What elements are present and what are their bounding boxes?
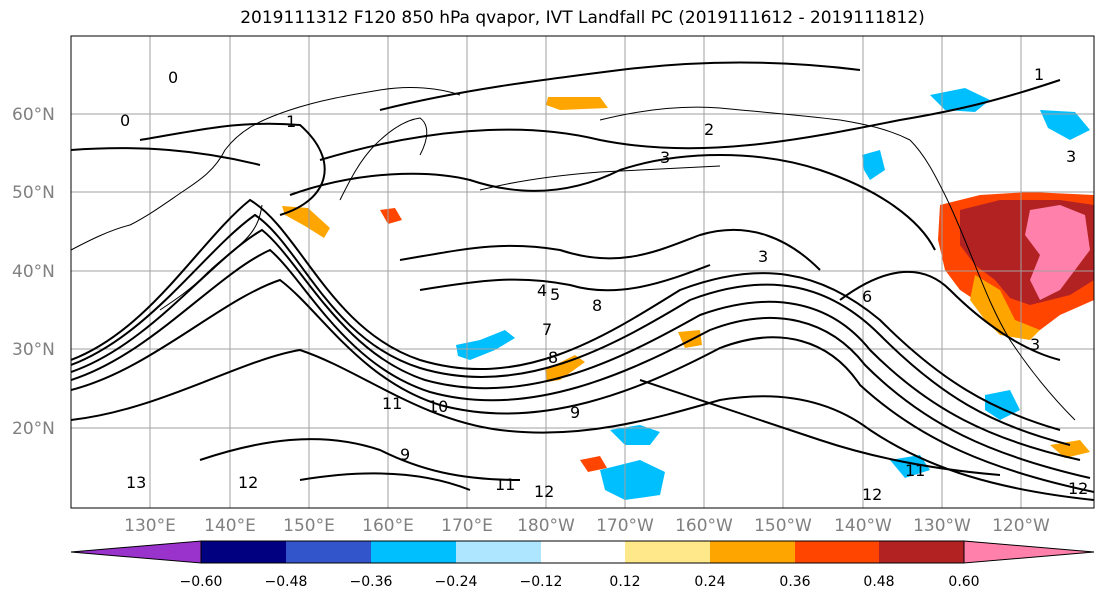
contour-label: 3 xyxy=(758,247,768,266)
colorbar-frame xyxy=(200,540,965,564)
anomaly-patch xyxy=(600,460,665,500)
lon-label: 140°E xyxy=(204,516,256,536)
colorbar-tick-label: 0.12 xyxy=(609,574,640,590)
anomaly-patch xyxy=(985,390,1020,420)
map-area xyxy=(71,36,1094,508)
lon-label: 150°E xyxy=(283,516,335,536)
lon-label: 130°W xyxy=(913,516,971,536)
contour-label: 9 xyxy=(400,445,410,464)
contour-label: 7 xyxy=(542,320,552,339)
contour-label: 11 xyxy=(905,461,925,480)
lon-label: 170°E xyxy=(441,516,493,536)
colorbar-segment xyxy=(201,541,286,563)
colorbar-tick-label: 0.60 xyxy=(948,574,979,590)
contour-label: 12 xyxy=(238,473,258,492)
colorbar-segment xyxy=(710,541,795,563)
contour-label: 3 xyxy=(660,148,670,167)
contour-label: 12 xyxy=(534,482,554,501)
colorbar-segment xyxy=(625,541,710,563)
contour-label-group: 0 0 1 1 2 3 3 3 4 5 7 8 8 9 9 10 11 11 1… xyxy=(120,65,1088,504)
lat-label: 20°N xyxy=(12,419,55,439)
contour-label: 6 xyxy=(862,287,872,306)
colorbar-tick-label: −0.60 xyxy=(180,574,223,590)
colorbar-tick-label: −0.36 xyxy=(350,574,393,590)
graticule xyxy=(71,36,1094,508)
contour-label: 9 xyxy=(570,403,580,422)
contour-label: 0 xyxy=(168,68,178,87)
contour-label: 1 xyxy=(286,112,296,131)
contour-label: 4 xyxy=(537,281,547,300)
contour-label: 11 xyxy=(382,394,402,413)
contour-label: 8 xyxy=(548,348,558,367)
lat-label: 40°N xyxy=(12,262,55,282)
colorbar-segment xyxy=(371,541,456,563)
page-title: 2019111312 F120 850 hPa qvapor, IVT Land… xyxy=(240,8,925,28)
colorbar-segment xyxy=(795,541,879,563)
asia-coastline xyxy=(71,87,461,251)
anomaly-patch xyxy=(546,97,608,110)
colorbar-extend-high xyxy=(963,540,1095,564)
contour-label: 5 xyxy=(550,285,560,304)
contour-label: 8 xyxy=(592,296,602,315)
contour-label: 12 xyxy=(862,485,882,504)
anomaly-patch xyxy=(610,425,660,445)
lon-label: 150°W xyxy=(754,516,812,536)
colorbar-segment xyxy=(879,541,964,563)
positive-anomaly-max xyxy=(1025,205,1090,300)
anomaly-patch xyxy=(862,150,885,180)
lon-label: 130°E xyxy=(124,516,176,536)
coastlines xyxy=(71,87,1076,421)
map-frame xyxy=(70,35,1095,509)
lat-labels: 60°N 50°N 40°N 30°N 20°N xyxy=(12,105,55,439)
lat-label: 60°N xyxy=(12,105,55,125)
colorbar: −0.60 −0.48 −0.36 −0.24 −0.12 0.12 0.24 … xyxy=(70,540,1095,590)
aleutian-chain xyxy=(479,165,721,191)
contour-label: 1 xyxy=(1034,65,1044,84)
anomaly-patch xyxy=(380,208,402,224)
colorbar-tick-label: −0.24 xyxy=(435,574,478,590)
lat-label: 30°N xyxy=(12,340,55,360)
anomaly-patch xyxy=(1040,110,1090,140)
contour-label: 13 xyxy=(126,473,146,492)
anomaly-patch xyxy=(282,206,330,238)
colorbar-segment xyxy=(286,541,371,563)
anomaly-patch xyxy=(580,456,607,472)
contour-label: 12 xyxy=(1068,479,1088,498)
lat-label: 50°N xyxy=(12,183,55,203)
anomaly-patch xyxy=(1050,440,1090,458)
alaska-coastline xyxy=(599,106,911,141)
anomaly-shading xyxy=(282,88,1094,500)
north-america-coastline xyxy=(909,139,1076,421)
colorbar-tick-label: −0.48 xyxy=(265,574,308,590)
contour-label: 3 xyxy=(1030,335,1040,354)
colorbar-segment xyxy=(456,541,541,563)
lon-label: 140°W xyxy=(834,516,892,536)
lon-label: 120°W xyxy=(992,516,1050,536)
contour-label: 3 xyxy=(1066,147,1076,166)
colorbar-tick-label: 0.36 xyxy=(779,574,810,590)
lon-label: 160°W xyxy=(675,516,733,536)
lon-label: 180°W xyxy=(517,516,575,536)
anomaly-patch xyxy=(545,355,585,382)
colorbar-extend-low xyxy=(70,540,202,564)
contour-label: 11 xyxy=(495,475,515,494)
japan-coastline xyxy=(159,204,263,311)
anomaly-patch xyxy=(456,330,515,360)
ivt-contours xyxy=(71,61,1094,501)
contour-label: 10 xyxy=(428,397,448,416)
colorbar-tick-label: −0.12 xyxy=(520,574,563,590)
contour-label: 2 xyxy=(704,120,714,139)
colorbar-tick-label: 0.24 xyxy=(694,574,725,590)
lon-label: 160°E xyxy=(362,516,414,536)
colorbar-segment xyxy=(541,541,625,563)
contour-label: 0 xyxy=(120,111,130,130)
lon-label: 170°W xyxy=(596,516,654,536)
positive-anomaly-edge xyxy=(970,275,1040,340)
colorbar-tick-label: 0.48 xyxy=(863,574,894,590)
lon-labels: 130°E 140°E 150°E 160°E 170°E 180°W 170°… xyxy=(124,516,1050,536)
kamchatka-coastline xyxy=(339,117,428,201)
